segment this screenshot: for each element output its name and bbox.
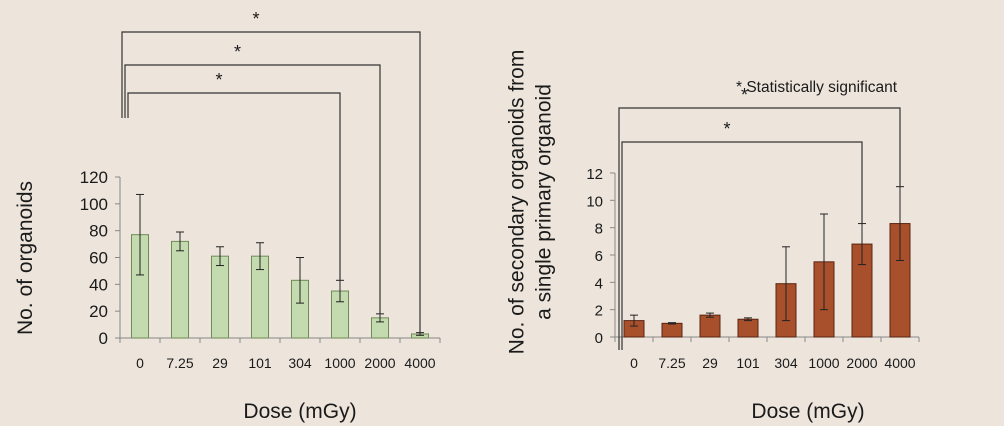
significance-star: * [234,42,241,62]
x-tick-label: 1000 [808,355,839,371]
bar-29 [699,314,721,338]
significance-star: * [215,70,222,90]
y-tick-label: 0 [99,329,108,348]
y-tick-label: 40 [89,275,108,294]
x-tick-label: 1000 [324,355,355,371]
significance-bracket [124,64,381,314]
y-tick-label: 120 [80,168,108,187]
significance-bracket [621,141,863,350]
x-tick-label: 7.25 [658,355,685,371]
y-tick-label: 4 [595,275,603,292]
bar-101 [737,318,759,338]
x-tick-label: 304 [774,355,798,371]
secondary-organoid-chart: 0 2 4 6 8 10 12 0 7.25 29 101 304 1000 2000 4000 Dose (… [506,50,920,423]
significance-bracket [618,107,901,350]
y-tick-label: 80 [89,222,108,241]
y-tick-label: 2 [595,303,603,320]
x-tick-label: 101 [248,355,272,371]
significance-star: * [741,85,748,105]
x-tick-label: 2000 [846,355,877,371]
y-tick-label: 10 [586,193,603,210]
x-tick-label: 7.25 [166,355,193,371]
x-tick-label: 0 [630,355,638,371]
significance-star: * [723,119,730,139]
y-axis-title: a single primary organoid [533,84,556,320]
x-axis-title: Dose (mGy) [243,400,356,423]
x-tick-label: 29 [702,355,718,371]
significance-bracket [121,31,421,333]
x-tick-label: 2000 [364,355,395,371]
x-tick-label: 101 [736,355,760,371]
y-axis-title: No. of secondary organoids from [506,50,529,355]
y-tick-label: 100 [80,195,108,214]
y-tick-label: 20 [89,302,108,321]
x-tick-label: 304 [288,355,312,371]
x-tick-label: 4000 [404,355,435,371]
y-tick-label: 60 [89,249,108,268]
organoid-count-chart: 0 20 40 60 80 100 120 0 7.25 29 101 304 1000 2000 4000… [14,9,441,423]
bar-7.25 [171,240,189,339]
bar-7.25 [661,322,683,338]
significance-bracket [127,92,341,281]
y-tick-label: 8 [595,221,603,238]
y-tick-label: 0 [595,330,603,347]
y-tick-label: 6 [595,248,603,265]
y-axis-title: No. of organoids [14,181,37,335]
x-tick-label: 29 [212,355,228,371]
bar-29 [211,255,229,339]
significance-star: * [252,9,259,29]
y-tick-label: 12 [586,166,603,183]
significance-note: * Statistically significant [736,79,898,96]
x-tick-label: 4000 [884,355,915,371]
x-axis-title: Dose (mGy) [751,400,864,423]
x-tick-label: 0 [136,355,144,371]
